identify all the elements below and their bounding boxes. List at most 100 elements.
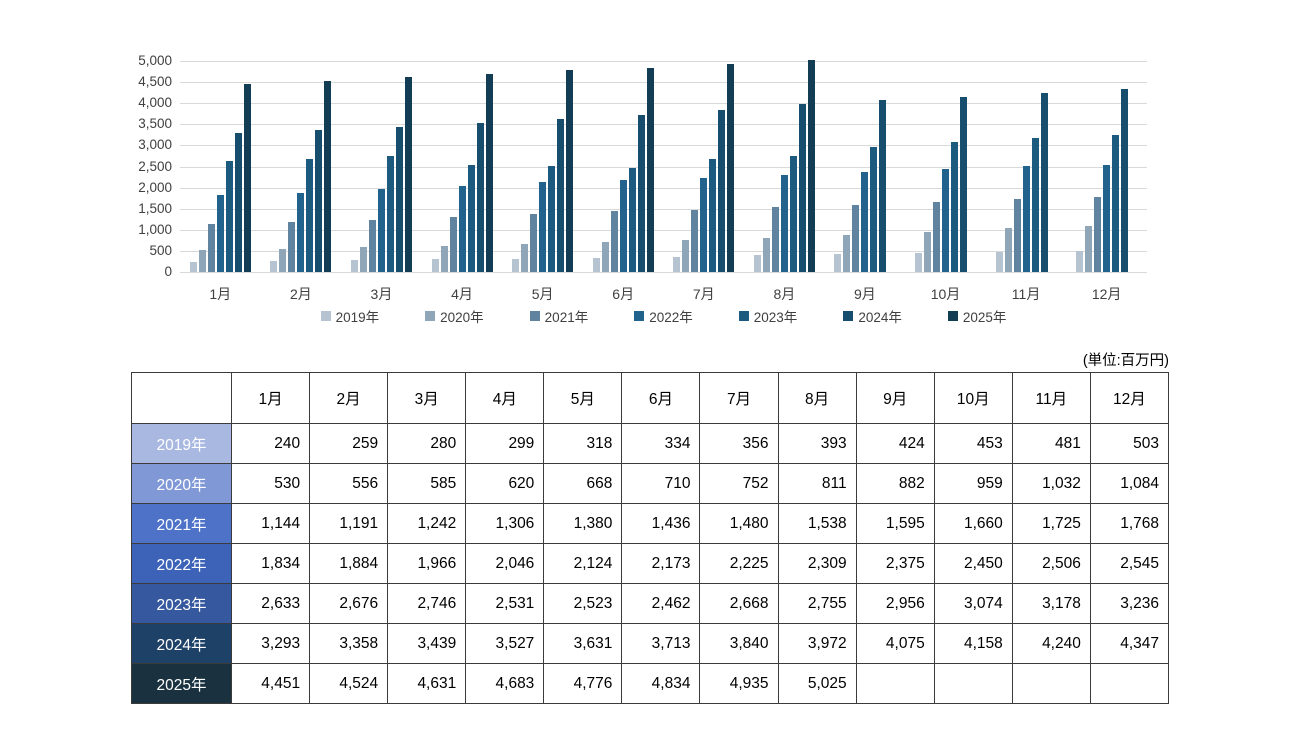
y-axis-tick-label: 1,500 — [138, 200, 172, 216]
year-label-cell: 2022年 — [131, 543, 232, 584]
value-cell: 1,144 — [230, 503, 311, 544]
month-header-cell: 3月 — [387, 372, 467, 424]
legend-item: 2024年 — [843, 306, 902, 326]
bar — [431, 259, 439, 272]
table-row: 2019年 240 259 280 299 318 334 356 393 424 453 481 50… — [131, 423, 1170, 464]
bar — [521, 243, 529, 272]
y-axis-tick-label: 4,500 — [138, 74, 172, 90]
value-cell: 280 — [387, 423, 467, 464]
value-cell: 1,191 — [309, 503, 389, 544]
gridline — [180, 61, 1147, 62]
value-cell: 620 — [465, 463, 545, 504]
value-cell: 3,631 — [543, 623, 623, 664]
legend-swatch-icon — [425, 311, 436, 321]
gridline — [180, 208, 1147, 210]
value-cell: 1,725 — [1011, 503, 1091, 544]
value-cell: 2,523 — [543, 583, 623, 624]
value-cell: 1,380 — [543, 503, 623, 544]
bar — [368, 219, 376, 272]
bar — [771, 207, 779, 272]
value-cell: 1,595 — [855, 503, 935, 544]
value-cell: 2,956 — [855, 583, 935, 624]
bar — [834, 254, 842, 272]
legend-swatch-icon — [843, 311, 854, 321]
value-cell: 556 — [309, 463, 389, 504]
month-header-cell: 5月 — [543, 372, 623, 424]
value-cell: 4,158 — [933, 623, 1013, 664]
y-axis-tick-label: 500 — [149, 242, 172, 258]
x-axis-category-label: 4月 — [451, 286, 473, 302]
value-cell — [1089, 663, 1170, 704]
bar — [753, 255, 761, 272]
value-cell — [933, 663, 1013, 704]
value-cell: 2,124 — [543, 543, 623, 584]
legend-label: 2023年 — [753, 310, 798, 325]
bar — [216, 194, 224, 272]
bar — [727, 63, 735, 272]
bar — [225, 160, 233, 272]
table-header-row: 1月 2月 3月 4月 5月 6月 7月 8月 9月 10月 11月 12月 — [131, 372, 1170, 424]
bar — [637, 115, 645, 272]
value-cell: 1,884 — [309, 543, 389, 584]
bar — [870, 147, 878, 272]
legend-item: 2020年 — [425, 306, 484, 326]
value-cell: 1,966 — [387, 543, 467, 584]
x-axis-category-label: 9月 — [854, 286, 876, 302]
bar — [386, 156, 394, 272]
value-cell: 3,293 — [230, 623, 311, 664]
value-cell: 4,524 — [309, 663, 389, 704]
value-cell: 4,075 — [855, 623, 935, 664]
bar-group — [180, 61, 261, 272]
bar — [467, 165, 475, 272]
value-cell: 2,046 — [465, 543, 545, 584]
bar — [1085, 226, 1093, 272]
bar — [807, 59, 815, 272]
gridline — [180, 166, 1147, 168]
bar — [1013, 199, 1021, 272]
bar — [1112, 135, 1120, 272]
value-cell: 1,660 — [933, 503, 1013, 544]
value-cell: 2,668 — [699, 583, 779, 624]
bar-group — [663, 61, 744, 272]
bar — [691, 209, 699, 272]
bar — [359, 247, 367, 272]
value-cell: 393 — [777, 423, 857, 464]
bar — [548, 165, 556, 272]
chart-plot-area — [180, 59, 1147, 273]
bar — [780, 174, 788, 272]
bar — [798, 104, 806, 272]
value-cell: 2,755 — [777, 583, 857, 624]
value-cell — [1011, 663, 1091, 704]
bar-group — [583, 61, 664, 272]
value-cell: 453 — [933, 423, 1013, 464]
bar — [843, 234, 851, 272]
bar — [1004, 228, 1012, 272]
value-cell: 356 — [699, 423, 779, 464]
table-row: 2024年 3,293 3,358 3,439 3,527 3,631 3,713 3,840… — [131, 623, 1170, 664]
value-cell: 3,178 — [1011, 583, 1091, 624]
value-cell: 710 — [621, 463, 701, 504]
value-cell: 1,538 — [777, 503, 857, 544]
bar-group — [825, 61, 906, 272]
bar — [789, 155, 797, 272]
x-axis-category-label: 2月 — [289, 286, 312, 302]
value-cell: 585 — [387, 463, 467, 504]
x-axis-category-label: 1月 — [209, 286, 232, 302]
value-cell: 424 — [855, 423, 935, 464]
x-axis-category-label: 10月 — [930, 286, 961, 302]
bar — [1121, 88, 1129, 272]
bar-group — [905, 61, 986, 272]
value-cell: 3,074 — [933, 583, 1013, 624]
gridline — [180, 103, 1147, 105]
bar — [557, 118, 565, 272]
bar — [762, 237, 770, 272]
bar — [279, 248, 287, 272]
table-row: 2023年 2,633 2,676 2,746 2,531 2,523 2,462 2,668… — [131, 583, 1170, 624]
legend-label: 2021年 — [544, 310, 589, 325]
month-header-cell: 6月 — [621, 372, 701, 424]
value-cell: 2,746 — [387, 583, 467, 624]
value-cell: 2,309 — [777, 543, 857, 584]
value-cell: 1,242 — [387, 503, 467, 544]
value-cell: 1,768 — [1089, 503, 1170, 544]
